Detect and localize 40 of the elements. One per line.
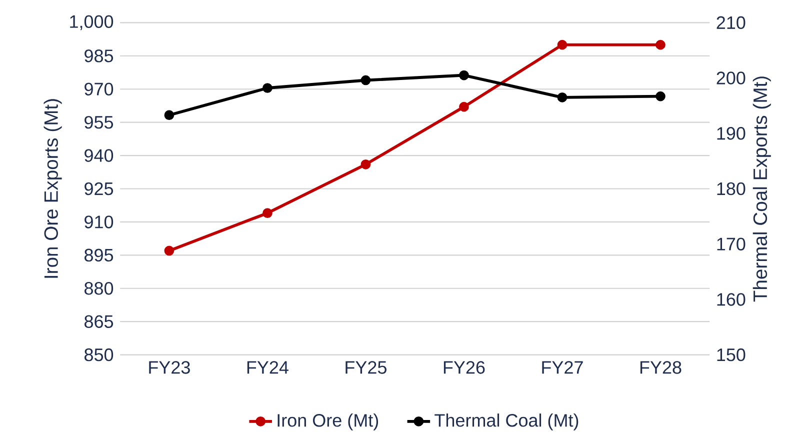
y-tick-label: 895 — [84, 248, 114, 262]
point — [656, 40, 666, 50]
y2-tick-label: 200 — [716, 72, 746, 84]
point — [164, 110, 174, 120]
point — [360, 75, 371, 86]
y-tick-label: 985 — [84, 49, 114, 62]
x-tick-label: FY27 — [542, 360, 583, 374]
point — [557, 92, 568, 102]
y2-axis-title: Thermal Coal Exports (Mt) — [752, 76, 771, 302]
y-tick-label: 865 — [84, 315, 114, 328]
y2-tick-label: 160 — [717, 293, 746, 306]
point — [262, 208, 272, 218]
y2-tick-label: 190 — [717, 126, 746, 140]
y-tick-label: 880 — [84, 282, 114, 295]
point — [262, 82, 272, 93]
y-axis-title: Iron Ore Exports (Mt) — [44, 99, 62, 278]
y2-tick-label: 170 — [717, 238, 746, 250]
point — [656, 91, 666, 102]
y-tick-label: 925 — [84, 182, 114, 196]
y-tick-label: 940 — [84, 149, 114, 162]
point — [459, 70, 469, 80]
y2-tick-label: 150 — [717, 348, 746, 362]
legend-label: Thermal Coal (Mt) — [434, 413, 578, 430]
point — [557, 40, 568, 50]
y2-tick-label: 210 — [716, 16, 746, 29]
point — [360, 159, 371, 170]
y-tick-label: 970 — [84, 82, 114, 96]
x-tick-label: FY26 — [444, 360, 485, 374]
y-tick-label: 1,000 — [70, 15, 114, 30]
y2-tick-label: 180 — [717, 182, 746, 196]
point — [459, 102, 469, 112]
y-tick-label: 955 — [84, 116, 114, 129]
x-tick-label: FY23 — [149, 360, 190, 374]
point — [164, 246, 174, 256]
x-tick-label: FY28 — [640, 360, 682, 374]
y-tick-label: 850 — [84, 348, 114, 362]
x-tick-label: FY25 — [346, 360, 386, 374]
y-tick-label: 910 — [84, 216, 114, 228]
x-tick-label: FY24 — [247, 360, 288, 374]
legend-label: Iron Ore (Mt) — [278, 413, 378, 430]
